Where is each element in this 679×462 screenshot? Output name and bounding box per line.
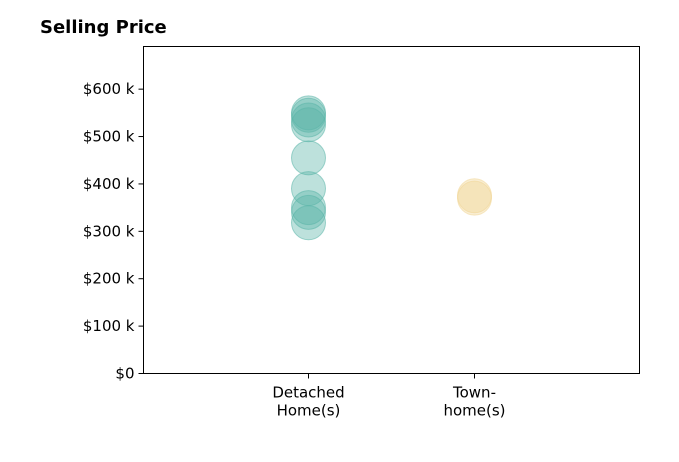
data-point bbox=[291, 102, 326, 138]
y-tick-label: $300 k bbox=[83, 222, 135, 240]
y-axis: $0 $100 k $200 k $300 k $400 k $500 k $600 k bbox=[83, 80, 144, 383]
x-tick-label: Town- bbox=[452, 384, 496, 402]
plot-frame bbox=[143, 46, 640, 374]
data-point bbox=[291, 205, 326, 241]
y-tick-label: $100 k bbox=[83, 317, 135, 335]
data-point bbox=[291, 140, 326, 176]
data-point bbox=[457, 180, 492, 216]
chart-marks bbox=[291, 95, 492, 241]
chart-title: Selling Price bbox=[40, 17, 167, 38]
y-tick-label: $600 k bbox=[83, 80, 135, 98]
y-tick-label: $0 bbox=[115, 365, 134, 383]
x-tick-label: Home(s) bbox=[277, 402, 341, 420]
y-tick-label: $400 k bbox=[83, 175, 135, 193]
data-point bbox=[291, 194, 326, 230]
x-tick-label: Detached bbox=[272, 384, 344, 402]
data-point bbox=[291, 190, 326, 226]
y-tick-label: $500 k bbox=[83, 128, 135, 146]
y-tick-label: $200 k bbox=[83, 270, 135, 288]
x-tick-label: home(s) bbox=[443, 402, 505, 420]
data-point bbox=[291, 107, 326, 143]
data-point bbox=[291, 97, 326, 133]
